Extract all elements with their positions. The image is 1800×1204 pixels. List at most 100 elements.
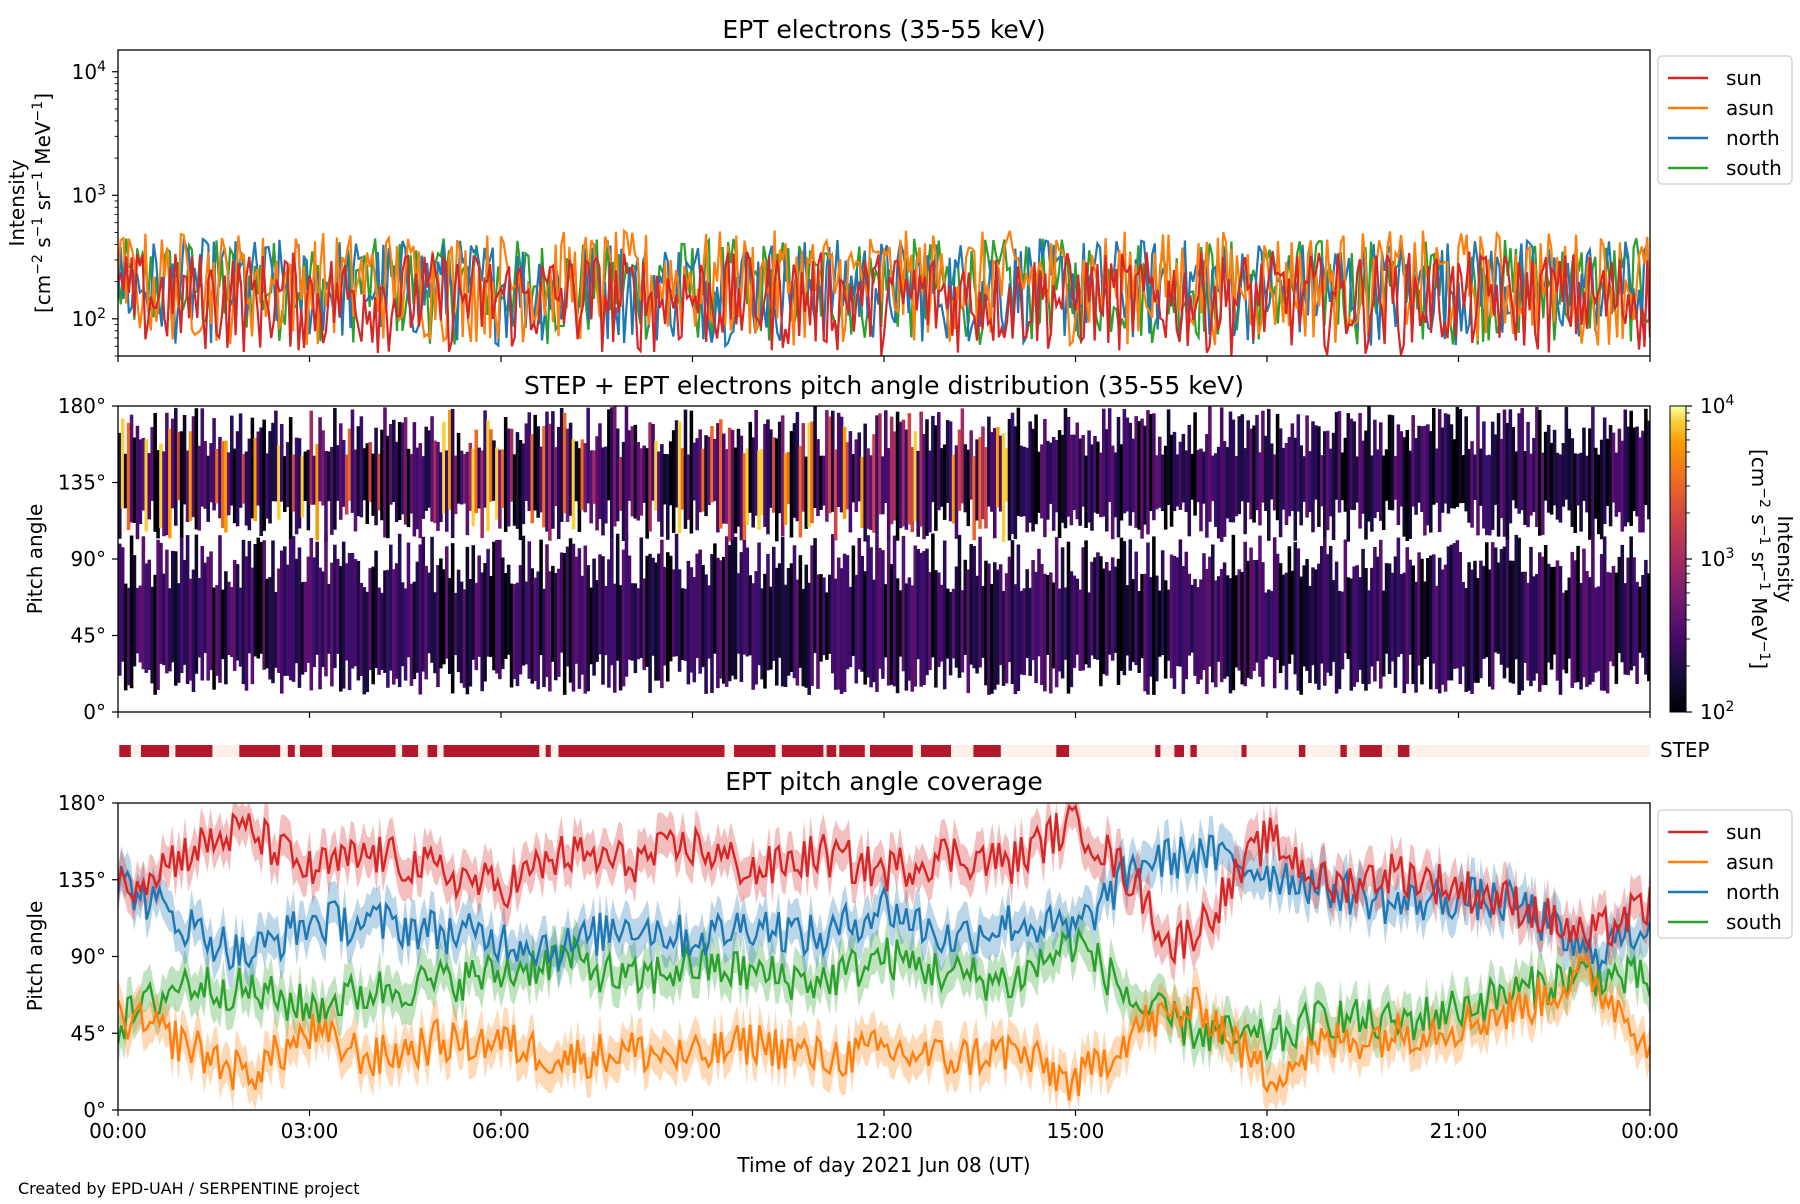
heatmap-cell: [807, 582, 811, 695]
heatmap-cell: [221, 589, 225, 660]
heatmap-cell: [362, 587, 367, 695]
heatmap-cell: [1599, 554, 1604, 691]
panel1-legend-label-south: south: [1726, 156, 1782, 180]
heatmap-cell: [380, 429, 384, 521]
heatmap-cell: [1031, 428, 1035, 532]
heatmap-cell: [468, 442, 473, 511]
panel2-heatmap: [118, 406, 1650, 695]
heatmap-cell: [559, 552, 564, 653]
heatmap-cell: [769, 429, 773, 508]
heatmap-cell: [333, 544, 337, 669]
heatmap-cell: [406, 448, 411, 528]
heatmap-cell: [792, 423, 797, 518]
heatmap-cell: [1611, 432, 1616, 503]
heatmap-cell: [1187, 424, 1192, 537]
heatmap-cell: [1390, 415, 1395, 511]
heatmap-cell: [848, 431, 853, 533]
heatmap-cell: [433, 592, 437, 674]
heatmap-cell: [1352, 566, 1356, 687]
heatmap-cell: [1541, 452, 1545, 535]
heatmap-cell: [436, 565, 440, 688]
heatmap-cell: [1202, 451, 1206, 504]
heatmap-cell: [651, 557, 655, 656]
heatmap-cell: [1482, 565, 1486, 659]
heatmap-cell: [448, 409, 452, 510]
heatmap-cell: [1096, 441, 1100, 514]
heatmap-cell: [745, 448, 750, 525]
heatmap-cell: [1440, 427, 1445, 513]
heatmap-cell: [377, 453, 381, 511]
heatmap-cell: [1320, 455, 1324, 507]
heatmap-cell: [1169, 554, 1174, 679]
heatmap-cell: [1358, 577, 1362, 670]
heatmap-cell: [1352, 421, 1356, 511]
heatmap-cell: [754, 409, 758, 516]
heatmap-cell: [1016, 544, 1021, 691]
heatmap-cell: [792, 545, 797, 679]
panel1-legend-label-north: north: [1726, 126, 1780, 150]
heatmap-cell: [359, 582, 364, 676]
heatmap-cell: [1546, 563, 1551, 663]
heatmap-cell: [990, 432, 994, 512]
heatmap-cell: [1252, 425, 1256, 523]
heatmap-cell: [442, 569, 446, 665]
heatmap-cell: [1370, 455, 1374, 532]
heatmap-cell: [477, 555, 481, 657]
heatmap-cell: [571, 439, 576, 530]
step-interval: [141, 745, 170, 757]
heatmap-cell: [1314, 569, 1318, 684]
heatmap-cell: [1140, 418, 1144, 539]
heatmap-cell: [433, 440, 437, 524]
heatmap-cell: [1131, 438, 1136, 513]
heatmap-cell: [648, 422, 652, 532]
heatmap-cell: [1331, 432, 1336, 540]
heatmap-cell: [686, 454, 691, 520]
heatmap-cell: [636, 588, 641, 660]
heatmap-cell: [1258, 535, 1262, 677]
heatmap-cell: [1102, 568, 1106, 675]
heatmap-cell: [1107, 408, 1112, 502]
heatmap-cell: [1570, 438, 1575, 527]
heatmap-cell: [1458, 409, 1463, 504]
heatmap-cell: [557, 426, 561, 539]
heatmap-cell: [1602, 536, 1607, 691]
heatmap-cell: [1208, 406, 1212, 522]
heatmap-cell: [509, 583, 514, 688]
heatmap-cell: [633, 583, 638, 674]
heatmap-cell: [1325, 554, 1330, 673]
heatmap-cell: [722, 433, 726, 524]
heatmap-cell: [618, 585, 623, 691]
panel4-ytick-label: 180°: [58, 791, 106, 815]
heatmap-cell: [866, 535, 870, 678]
heatmap-cell: [341, 541, 346, 689]
heatmap-cell: [1308, 585, 1312, 683]
heatmap-cell: [1054, 440, 1059, 513]
heatmap-cell: [1099, 452, 1103, 518]
heatmap-cell: [1514, 451, 1519, 509]
heatmap-cell: [937, 572, 941, 667]
heatmap-cell: [1455, 540, 1460, 669]
step-interval: [1190, 745, 1197, 757]
panel2-ytick-label: 0°: [83, 700, 106, 724]
heatmap-cell: [1190, 584, 1194, 653]
heatmap-cell: [253, 544, 258, 657]
heatmap-cell: [713, 543, 717, 654]
panel1-series-sun: [118, 251, 1650, 356]
x-tick-label: 15:00: [1047, 1119, 1105, 1143]
heatmap-cell: [498, 449, 502, 529]
heatmap-cell: [459, 581, 464, 684]
heatmap-cell: [707, 436, 711, 506]
heatmap-cell: [1137, 421, 1141, 530]
heatmap-cell: [1396, 424, 1401, 526]
step-interval: [443, 745, 540, 757]
heatmap-cell: [409, 583, 414, 686]
heatmap-cell: [132, 437, 137, 523]
heatmap-cell: [825, 592, 829, 660]
heatmap-cell: [1093, 436, 1097, 513]
heatmap-cell: [1452, 439, 1457, 509]
heatmap-cell: [1084, 540, 1088, 665]
heatmap-cell: [368, 442, 372, 502]
heatmap-cell: [866, 448, 870, 529]
heatmap-cell: [839, 568, 844, 694]
heatmap-cell: [1638, 586, 1642, 653]
